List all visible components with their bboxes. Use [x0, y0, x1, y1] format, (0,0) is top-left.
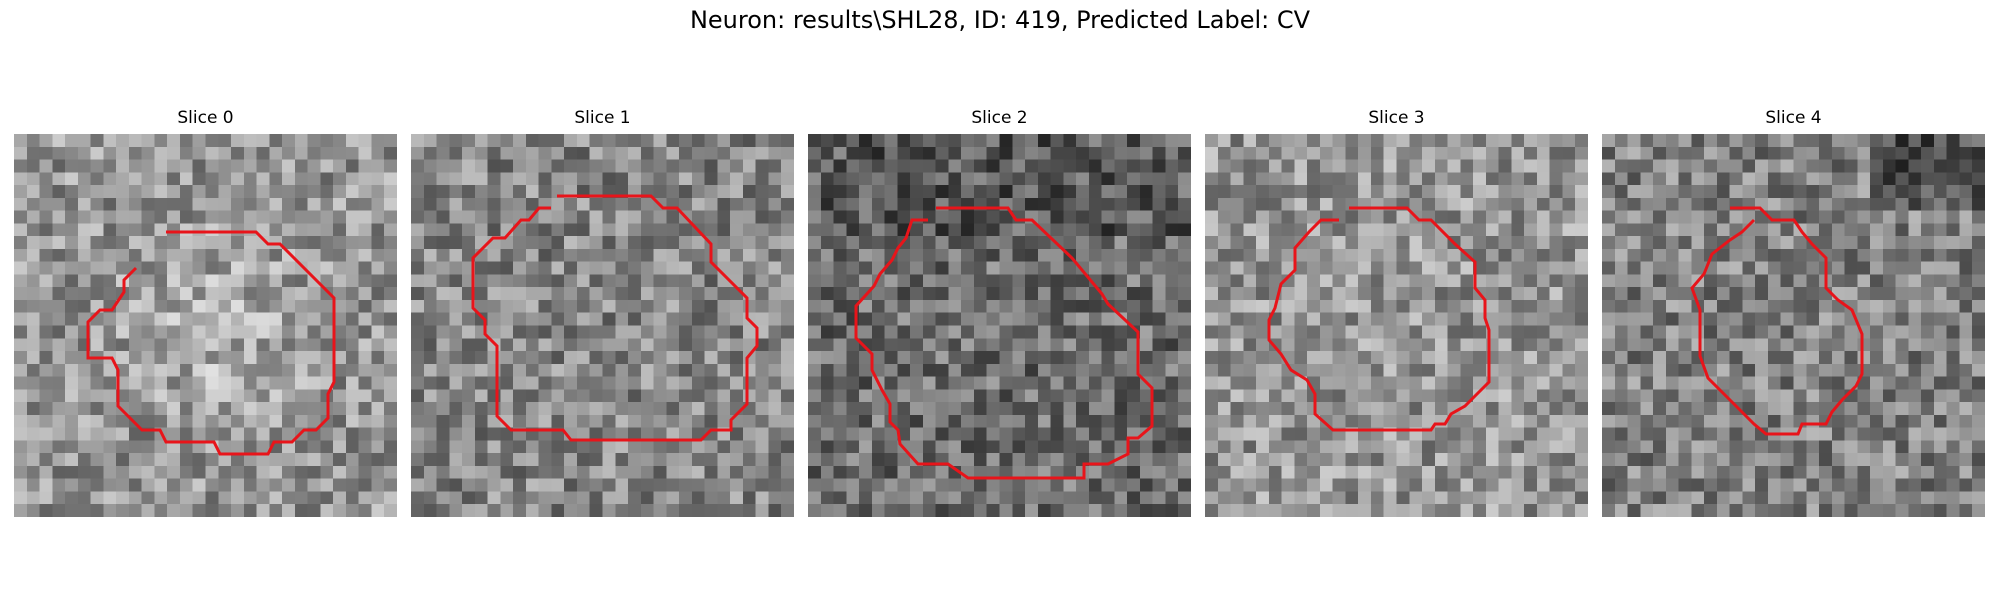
slice-panel-0: Slice 0 — [14, 108, 397, 517]
slice-title: Slice 4 — [1765, 108, 1822, 128]
roi-contour — [86, 230, 336, 456]
slice-panel-3: Slice 3 — [1205, 108, 1588, 517]
slice-image — [411, 134, 794, 517]
roi-contour — [471, 194, 759, 442]
roi-contour — [1267, 206, 1491, 432]
slice-image — [1205, 134, 1588, 517]
roi-contour — [1690, 206, 1864, 436]
slice-image — [1602, 134, 1985, 517]
slice-title: Slice 3 — [1368, 108, 1425, 128]
slice-panel-4: Slice 4 — [1602, 108, 1985, 517]
slice-title: Slice 0 — [177, 108, 234, 128]
roi-contour — [854, 206, 1154, 480]
slice-image — [14, 134, 397, 517]
slice-panel-2: Slice 2 — [808, 108, 1191, 517]
slice-pixels — [1602, 134, 1985, 517]
slice-title: Slice 1 — [574, 108, 631, 128]
figure-title: Neuron: results\SHL28, ID: 419, Predicte… — [689, 6, 1311, 34]
slice-panel-1: Slice 1 — [411, 108, 794, 517]
slice-image — [808, 134, 1191, 517]
slice-title: Slice 2 — [971, 108, 1028, 128]
slice-pixels — [411, 134, 794, 517]
